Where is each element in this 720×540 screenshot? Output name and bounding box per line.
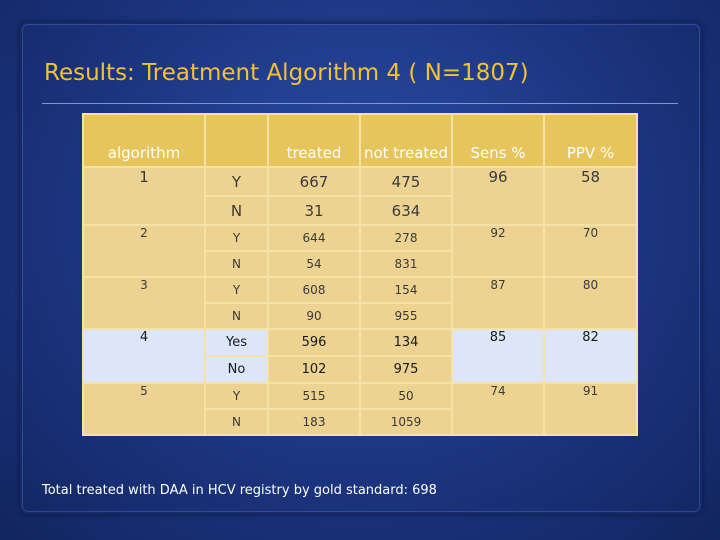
treated-cell: 644 — [267, 224, 361, 252]
no-label-cell: N — [204, 250, 269, 278]
title-divider — [42, 103, 678, 104]
not-treated-cell: 634 — [359, 195, 453, 226]
sens-cell: 92 — [451, 224, 545, 278]
yes-label-cell: Y — [204, 276, 269, 304]
footnote: Total treated with DAA in HCV registry b… — [42, 483, 437, 498]
treated-cell: 608 — [267, 276, 361, 304]
table-row: 1 Y 667 475 96 58 — [82, 166, 638, 226]
table-row: N 90 955 — [83, 302, 637, 330]
treated-cell: 667 — [267, 166, 361, 197]
yes-label-cell: Y — [204, 166, 269, 197]
header-sens: Sens % — [451, 113, 545, 168]
header-yn — [204, 113, 269, 168]
table-header-row: algorithm treated not treated Sens % PPV… — [82, 113, 638, 168]
header-not-treated: not treated — [359, 113, 453, 168]
slide-title: Results: Treatment Algorithm 4 ( N=1807) — [44, 60, 529, 86]
table-row: N 183 1059 — [83, 408, 637, 436]
not-treated-cell: 154 — [359, 276, 453, 304]
yes-label-cell: Y — [204, 224, 269, 252]
yes-label-cell: Y — [204, 382, 269, 410]
algorithm-cell: 2 — [82, 224, 206, 278]
sens-cell: 85 — [451, 328, 545, 384]
treated-cell: 183 — [267, 408, 361, 436]
algorithm-cell: 4 — [82, 328, 206, 384]
not-treated-cell: 975 — [359, 355, 453, 384]
treated-cell: 54 — [267, 250, 361, 278]
no-label-cell: N — [204, 408, 269, 436]
not-treated-cell: 50 — [359, 382, 453, 410]
sens-cell: 87 — [451, 276, 545, 330]
not-treated-cell: 1059 — [359, 408, 453, 436]
no-label-cell: N — [204, 302, 269, 330]
treated-cell: 31 — [267, 195, 361, 226]
ppv-cell: 80 — [543, 276, 638, 330]
header-treated: treated — [267, 113, 361, 168]
table-row: N 54 831 — [83, 250, 637, 278]
treated-cell: 596 — [267, 328, 361, 357]
algorithm-cell: 5 — [82, 382, 206, 436]
results-table: algorithm treated not treated Sens % PPV… — [82, 113, 638, 436]
not-treated-cell: 831 — [359, 250, 453, 278]
not-treated-cell: 475 — [359, 166, 453, 197]
not-treated-cell: 278 — [359, 224, 453, 252]
header-ppv: PPV % — [543, 113, 638, 168]
table-row: No 102 975 — [83, 355, 637, 384]
yes-label-cell: Yes — [204, 328, 269, 357]
not-treated-cell: 955 — [359, 302, 453, 330]
treated-cell: 90 — [267, 302, 361, 330]
not-treated-cell: 134 — [359, 328, 453, 357]
sens-cell: 74 — [451, 382, 545, 436]
table-row: 2 Y 644 278 92 70 — [82, 224, 638, 278]
no-label-cell: No — [204, 355, 269, 384]
treated-cell: 102 — [267, 355, 361, 384]
algorithm-cell: 3 — [82, 276, 206, 330]
table-row: 5 Y 515 50 74 91 — [82, 382, 638, 436]
ppv-cell: 70 — [543, 224, 638, 278]
table-row: 4 Yes 596 134 85 82 — [82, 328, 638, 384]
ppv-cell: 58 — [543, 166, 638, 226]
no-label-cell: N — [204, 195, 269, 226]
algorithm-cell: 1 — [82, 166, 206, 226]
sens-cell: 96 — [451, 166, 545, 226]
slide-frame — [20, 22, 702, 514]
ppv-cell: 91 — [543, 382, 638, 436]
header-algorithm: algorithm — [82, 113, 206, 168]
table-row: 3 Y 608 154 87 80 — [82, 276, 638, 330]
table-row: N 31 634 — [83, 195, 637, 226]
treated-cell: 515 — [267, 382, 361, 410]
ppv-cell: 82 — [543, 328, 638, 384]
